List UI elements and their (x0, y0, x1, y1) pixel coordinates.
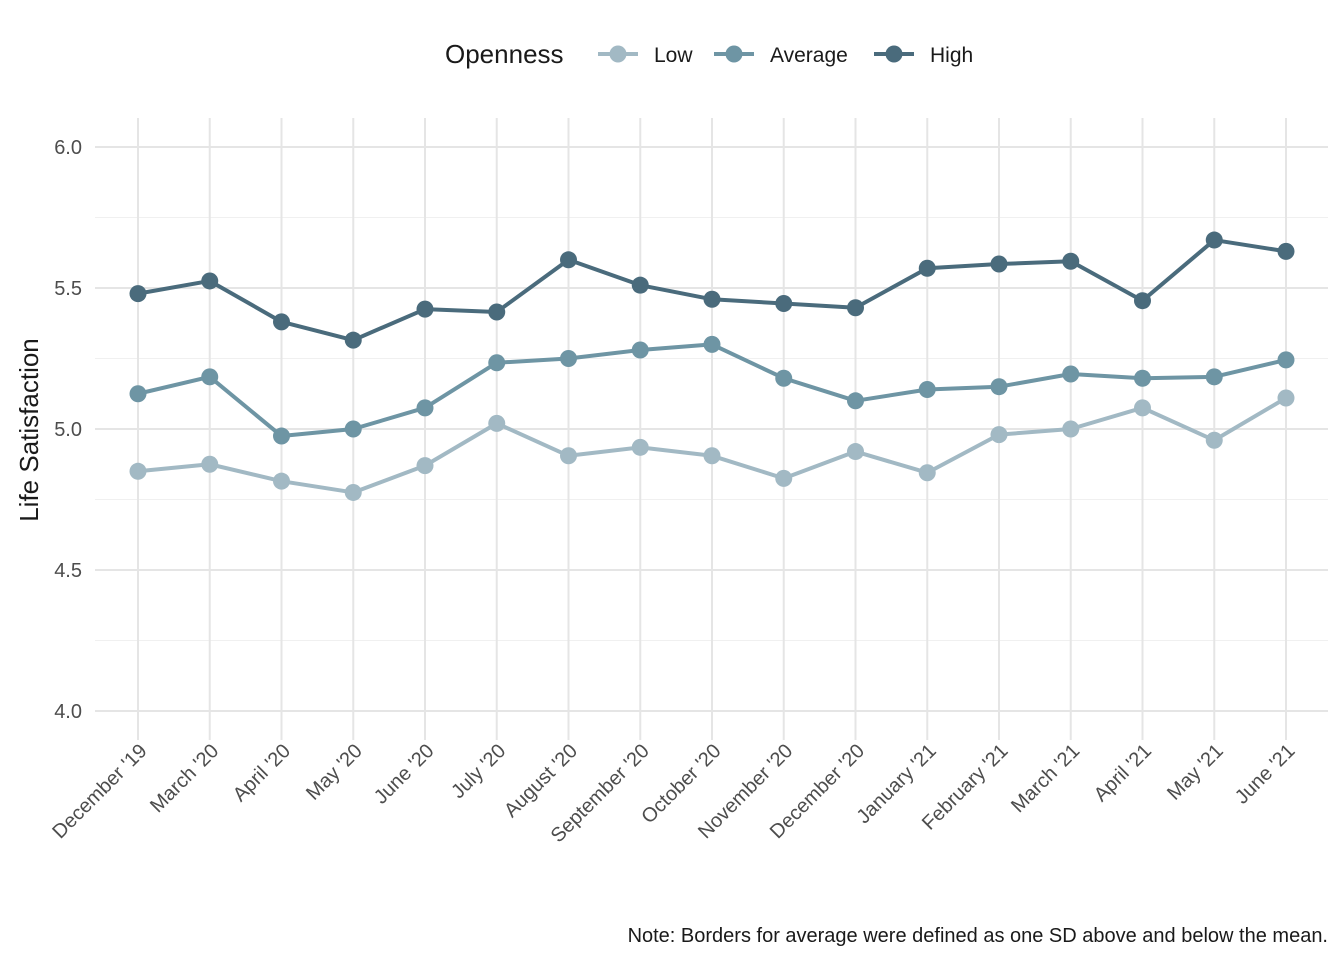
data-point (273, 472, 290, 490)
y-tick-label: 6.0 (54, 137, 82, 159)
data-point (129, 285, 147, 303)
data-point (918, 259, 936, 277)
data-point (344, 483, 362, 501)
data-point (1277, 351, 1295, 369)
data-point (1062, 420, 1080, 438)
y-tick-label: 5.5 (54, 278, 82, 300)
data-point (488, 354, 506, 372)
data-point (1277, 389, 1295, 407)
data-point (775, 369, 793, 387)
x-tick-label: April '20 (229, 740, 295, 806)
legend-key-marker (609, 45, 627, 63)
data-point (847, 392, 864, 410)
series-group (129, 231, 1295, 501)
data-point (918, 464, 936, 482)
data-point (847, 443, 864, 461)
data-point (416, 399, 434, 417)
legend-label-high: High (930, 44, 973, 67)
legend-key-marker (725, 45, 743, 63)
data-point (631, 438, 649, 456)
data-point (1205, 231, 1223, 249)
data-point (488, 414, 506, 432)
data-point (990, 255, 1008, 273)
y-axis-title: Life Satisfaction (14, 338, 44, 522)
data-point (344, 420, 362, 438)
x-tick-label: May '21 (1163, 740, 1228, 805)
x-tick-label: June '21 (1231, 740, 1300, 809)
x-tick-label: March '21 (1007, 740, 1084, 817)
data-point (416, 300, 434, 318)
legend-label-average: Average (770, 44, 848, 67)
data-point (273, 313, 290, 331)
series-high (129, 231, 1295, 349)
legend-title: Openness (445, 39, 564, 69)
data-point (703, 335, 721, 353)
y-tick-label: 4.5 (54, 560, 82, 582)
data-point (1277, 242, 1295, 260)
data-point (703, 447, 721, 465)
series-low (129, 389, 1295, 501)
data-point (1205, 431, 1223, 449)
data-point (1134, 369, 1151, 387)
data-point (201, 455, 219, 473)
data-point (273, 427, 290, 445)
caption-note: Note: Borders for average were defined a… (628, 925, 1328, 947)
data-point (560, 350, 577, 367)
data-point (201, 368, 219, 386)
data-point (129, 462, 147, 480)
data-point (990, 378, 1008, 396)
x-tick-label: May '20 (302, 740, 367, 805)
data-point (1205, 368, 1223, 386)
data-point (631, 276, 649, 294)
x-tick-label: December '19 (48, 740, 151, 843)
y-axis: 4.0 4.5 5.0 5.5 6.0 (54, 137, 82, 723)
data-point (703, 290, 721, 308)
data-point (1062, 365, 1080, 383)
data-point (631, 341, 649, 359)
data-point (560, 447, 577, 465)
legend: Openness Low Average High (445, 39, 973, 69)
data-point (129, 385, 147, 403)
data-point (918, 381, 936, 399)
data-point (1134, 399, 1151, 417)
data-point (560, 251, 577, 269)
x-tick-label: July '20 (447, 740, 510, 803)
data-point (1062, 252, 1080, 270)
data-point (1134, 292, 1151, 310)
data-point (775, 469, 793, 487)
y-tick-label: 4.0 (54, 701, 82, 723)
legend-key-marker (885, 45, 903, 63)
data-point (847, 299, 864, 317)
series-average (129, 335, 1295, 445)
x-tick-label: March '20 (146, 740, 223, 817)
data-point (488, 303, 506, 321)
x-tick-label: April '21 (1090, 740, 1156, 806)
legend-label-low: Low (654, 44, 693, 67)
data-point (344, 331, 362, 349)
y-tick-label: 5.0 (54, 419, 82, 441)
data-point (990, 426, 1008, 444)
data-point (416, 457, 434, 475)
data-point (775, 295, 793, 313)
data-point (201, 272, 219, 290)
x-tick-label: June '20 (370, 740, 439, 809)
